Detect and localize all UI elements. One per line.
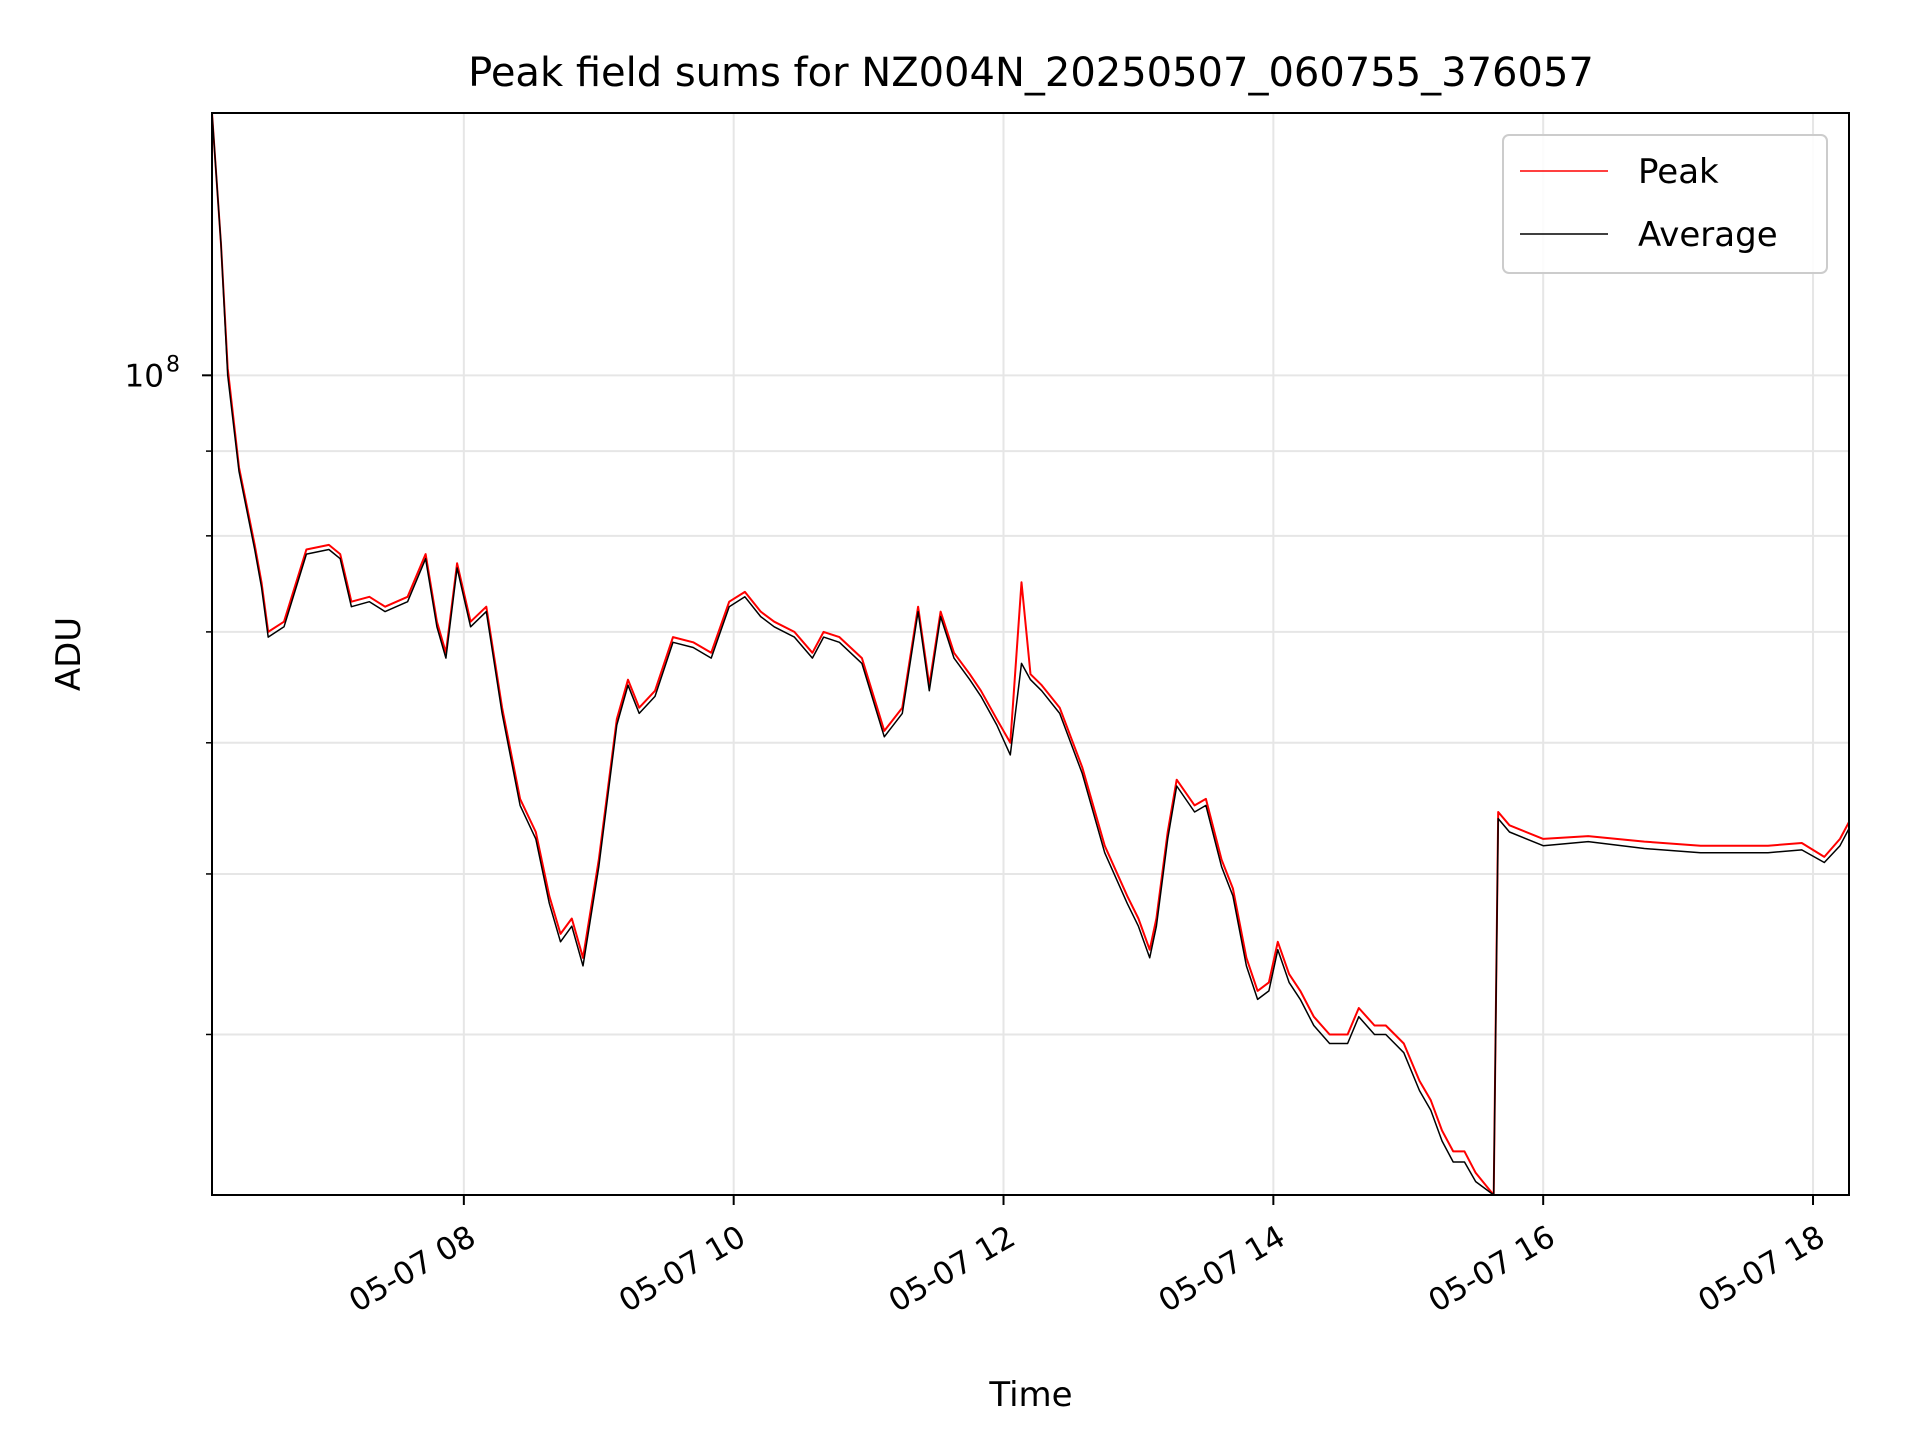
y-tick-label: 10 xyxy=(125,358,164,394)
legend-peak-label: Peak xyxy=(1638,152,1719,192)
y-axis-ticks: 10 8 xyxy=(125,352,212,1036)
grid-lines xyxy=(212,113,1849,1195)
legend: Peak Average xyxy=(1502,134,1828,274)
series-line-average xyxy=(212,113,1849,1195)
chart-title: Peak field sums for NZ004N_20250507_0607… xyxy=(468,50,1594,96)
x-axis-label: Time xyxy=(988,1375,1072,1415)
y-axis-label: ADU xyxy=(49,617,89,691)
y-tick-exponent: 8 xyxy=(166,352,180,377)
plot-area-frame xyxy=(211,112,1850,1196)
legend-average-label: Average xyxy=(1638,215,1778,255)
series-layer xyxy=(212,113,1849,1195)
legend-frame xyxy=(1502,134,1828,274)
